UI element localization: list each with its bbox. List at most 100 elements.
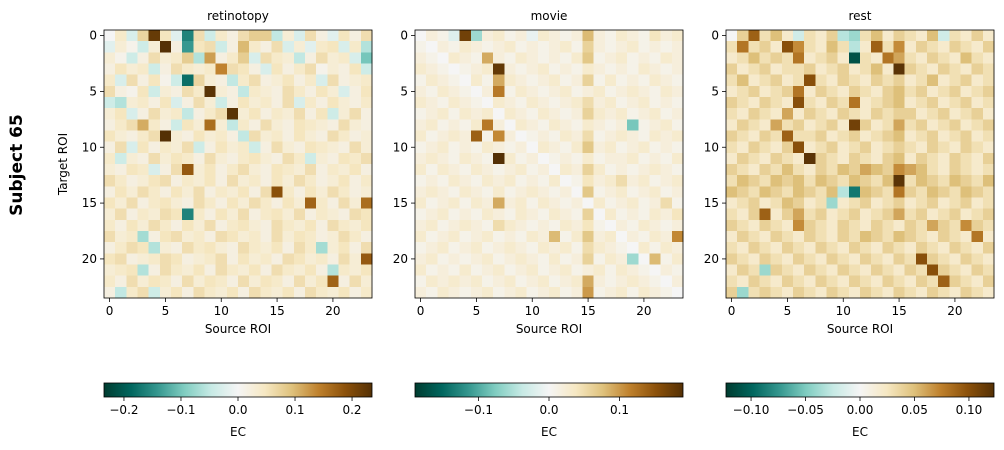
y-tick-label: 10 xyxy=(82,140,97,154)
heatmap-cell xyxy=(338,264,351,277)
heatmap-cell xyxy=(171,97,183,109)
heatmap-cell xyxy=(593,97,606,109)
y-tick-label: 20 xyxy=(393,252,408,266)
heatmap-cell xyxy=(893,74,906,87)
heatmap-cell xyxy=(770,74,783,87)
heatmap-cell xyxy=(126,130,138,143)
heatmap-cell xyxy=(215,219,228,232)
heatmap-cell xyxy=(660,242,673,254)
heatmap-cell xyxy=(327,242,339,254)
heatmap-cell xyxy=(671,130,684,143)
heatmap-cell xyxy=(338,286,351,299)
heatmap-cell xyxy=(148,152,161,165)
heatmap-cell xyxy=(627,286,639,299)
heatmap-cell xyxy=(249,175,261,187)
heatmap-cell xyxy=(293,175,306,187)
heatmap-cell xyxy=(638,175,650,187)
heatmap-cell xyxy=(571,85,583,98)
heatmap-cell xyxy=(426,186,438,198)
heatmap-cell xyxy=(915,253,928,265)
heatmap-cell xyxy=(249,164,261,176)
x-tick-label: 5 xyxy=(784,304,792,318)
heatmap-cell xyxy=(327,41,339,53)
heatmap-cell xyxy=(593,108,606,120)
heatmap-cell xyxy=(459,141,472,154)
heatmap-cell xyxy=(260,286,272,299)
heatmap-cell xyxy=(537,141,550,154)
heatmap-cell xyxy=(327,97,339,109)
heatmap-cell xyxy=(604,141,617,154)
heatmap-cell xyxy=(604,197,617,210)
heatmap-cell xyxy=(437,52,449,64)
heatmap-cell xyxy=(360,141,373,154)
heatmap-cell xyxy=(804,197,816,210)
heatmap-cell xyxy=(115,219,127,232)
heatmap-cell xyxy=(482,264,494,277)
heatmap-cell xyxy=(459,97,472,109)
heatmap-cell xyxy=(726,186,738,198)
heatmap-cell xyxy=(137,152,150,165)
heatmap-cell xyxy=(915,275,928,288)
heatmap-cell xyxy=(504,219,516,232)
heatmap-cell xyxy=(638,242,650,254)
heatmap-cell xyxy=(338,119,351,131)
x-axis-label: Source ROI xyxy=(516,322,582,336)
heatmap-cell xyxy=(493,253,505,265)
heatmap-cell xyxy=(971,242,984,254)
heatmap-cell xyxy=(327,85,339,98)
heatmap-cell xyxy=(316,253,328,265)
heatmap-cell xyxy=(137,30,150,42)
heatmap-cell xyxy=(915,119,928,131)
heatmap-cell xyxy=(804,97,816,109)
heatmap-cell xyxy=(671,63,684,76)
heatmap-cell xyxy=(927,219,939,232)
heatmap-cell xyxy=(459,219,472,232)
heatmap-cell xyxy=(671,152,684,165)
heatmap-cell xyxy=(759,130,772,143)
heatmap-cell xyxy=(193,231,205,243)
heatmap-cell xyxy=(804,141,816,154)
colorbar-tick-label: −0.10 xyxy=(733,403,770,417)
heatmap-cell xyxy=(982,63,995,76)
heatmap-cell xyxy=(660,74,673,87)
heatmap-cell xyxy=(204,119,217,131)
heatmap-cell xyxy=(671,164,684,176)
heatmap-cell xyxy=(982,74,995,87)
heatmap-cell xyxy=(260,275,272,288)
heatmap-cell xyxy=(915,164,928,176)
heatmap-cell xyxy=(426,286,438,299)
heatmap-cell xyxy=(360,119,373,131)
heatmap-cell xyxy=(960,164,973,176)
heatmap-cell xyxy=(148,242,161,254)
heatmap-cell xyxy=(305,197,317,210)
heatmap-cell xyxy=(904,242,917,254)
heatmap-cell xyxy=(770,275,783,288)
heatmap-cell xyxy=(893,186,906,198)
heatmap-cell xyxy=(349,231,362,243)
heatmap-cell xyxy=(604,130,617,143)
heatmap-cell xyxy=(904,97,917,109)
heatmap-cell xyxy=(726,152,738,165)
heatmap-cell xyxy=(882,41,894,53)
heatmap-cell xyxy=(604,108,617,120)
heatmap-cell xyxy=(316,119,328,131)
heatmap-cell xyxy=(159,175,172,187)
heatmap-cell xyxy=(549,97,561,109)
heatmap-cell xyxy=(804,30,816,42)
heatmap-cell xyxy=(316,130,328,143)
heatmap-cell xyxy=(759,119,772,131)
heatmap-cell xyxy=(437,97,449,109)
heatmap-cell xyxy=(126,41,138,53)
heatmap-cell xyxy=(582,85,595,98)
heatmap-cell xyxy=(526,197,539,210)
heatmap-cell xyxy=(571,152,583,165)
heatmap-cell xyxy=(938,264,950,277)
heatmap-cell xyxy=(137,197,150,210)
heatmap-cell xyxy=(671,231,684,243)
heatmap-cell xyxy=(159,41,172,53)
heatmap-cell xyxy=(238,63,250,76)
heatmap-cell xyxy=(459,275,472,288)
heatmap-cell xyxy=(338,164,351,176)
heatmap-cell xyxy=(860,208,872,221)
heatmap-cell xyxy=(282,264,295,277)
